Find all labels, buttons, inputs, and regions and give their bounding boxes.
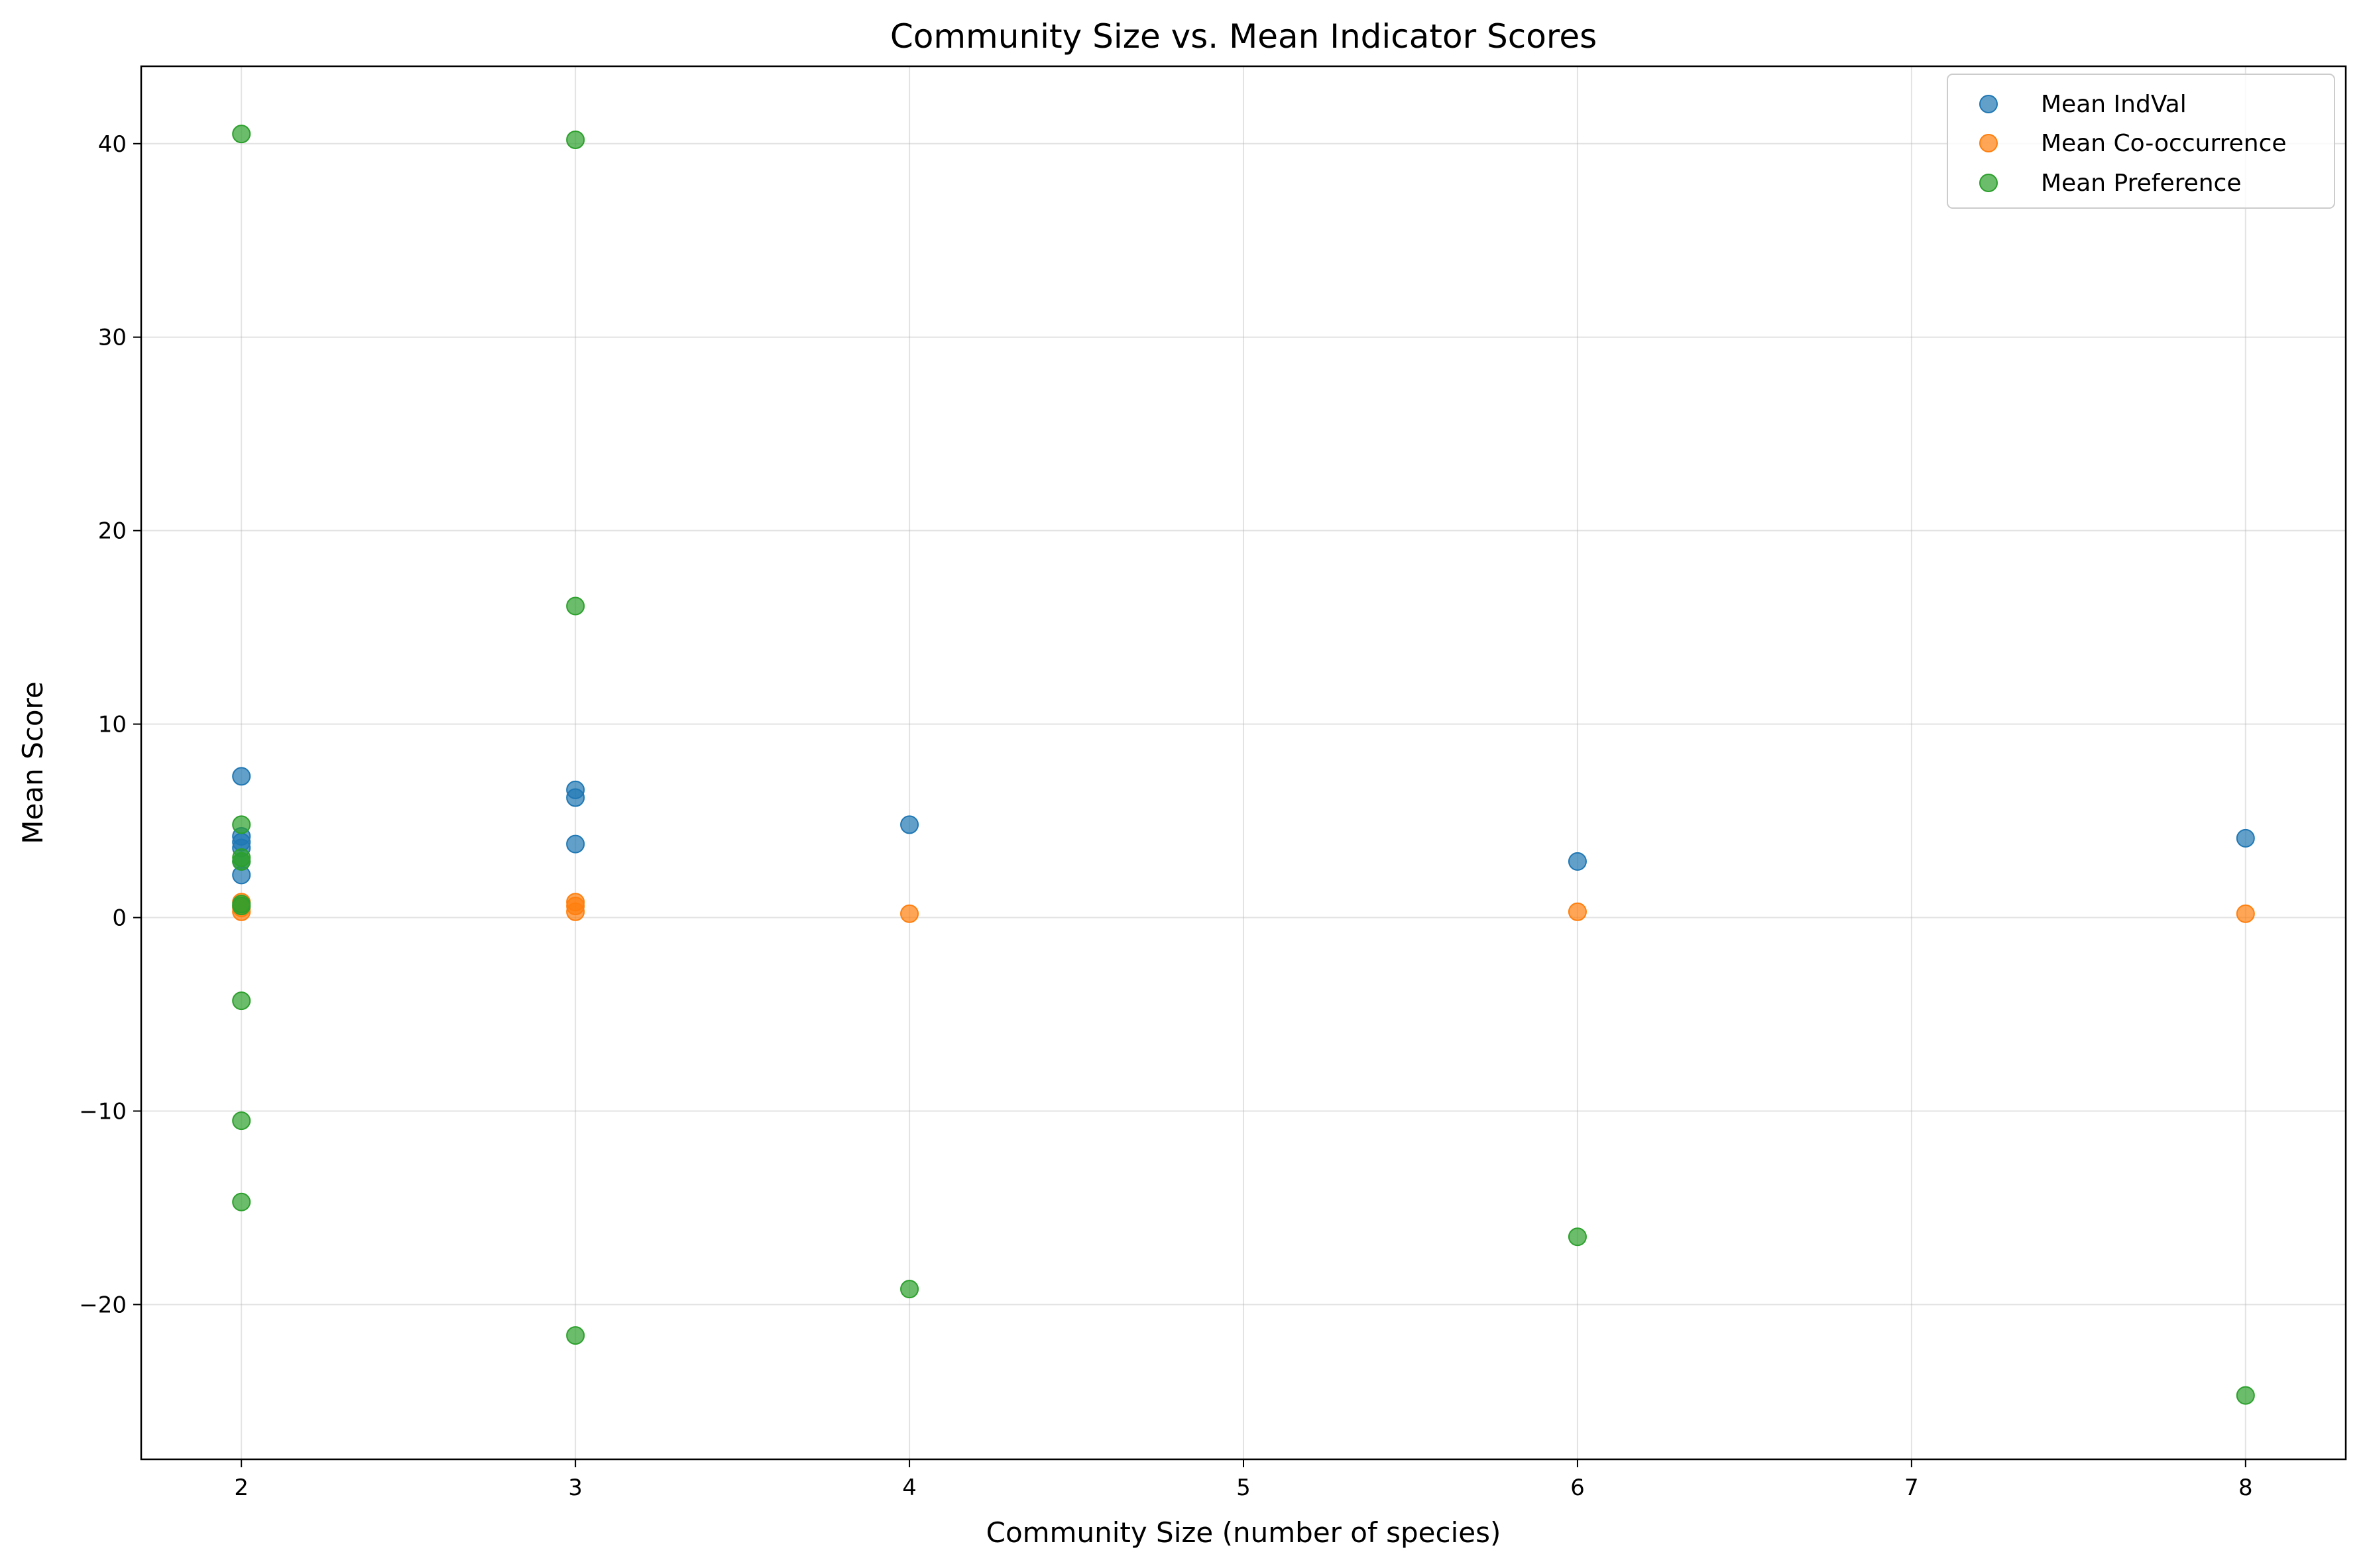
legend-label-indval: Mean IndVal — [2041, 91, 2187, 118]
data-point — [232, 991, 251, 1011]
x-tick-label: 6 — [1570, 1475, 1585, 1501]
x-tick-label: 8 — [2238, 1475, 2253, 1501]
data-point — [232, 1111, 251, 1131]
x-tick-label: 5 — [1236, 1475, 1251, 1501]
y-tick-label: −10 — [79, 1099, 127, 1125]
x-tick-label: 7 — [1904, 1475, 1919, 1501]
legend: Mean IndVal Mean Co-occurrence Mean Pref… — [1947, 74, 2335, 209]
y-tick-label: −20 — [79, 1292, 127, 1318]
axis-ticks: 2 3 4 5 6 7 8 −20 −10 0 10 20 30 40 — [79, 131, 2252, 1501]
legend-label-preference: Mean Preference — [2041, 170, 2242, 197]
y-axis-label: Mean Score — [17, 681, 49, 844]
data-point — [566, 1326, 585, 1345]
data-point — [2236, 904, 2255, 923]
data-point — [232, 897, 251, 916]
legend-marker-indval — [1979, 95, 1998, 113]
y-tick-label: 40 — [98, 131, 127, 158]
data-point — [232, 767, 251, 786]
data-point — [900, 904, 919, 923]
data-point — [2236, 828, 2255, 848]
x-axis-label: Community Size (number of species) — [986, 1516, 1501, 1549]
data-point — [566, 130, 585, 149]
series-mean-preference — [232, 125, 2255, 1405]
x-tick-label: 4 — [902, 1475, 917, 1501]
data-point — [232, 125, 251, 144]
x-tick-label: 3 — [568, 1475, 583, 1501]
chart-title: Community Size vs. Mean Indicator Scores — [890, 17, 1597, 56]
legend-label-cooccurrence: Mean Co-occurrence — [2041, 130, 2287, 157]
data-point — [900, 815, 919, 834]
data-point — [232, 815, 251, 834]
y-tick-label: 0 — [112, 905, 127, 932]
data-point — [1568, 902, 1587, 921]
legend-marker-preference — [1979, 174, 1998, 192]
data-point — [900, 1280, 919, 1299]
y-tick-label: 20 — [98, 518, 127, 545]
legend-marker-cooccurrence — [1979, 134, 1998, 152]
data-point — [2236, 1386, 2255, 1405]
data-point — [1568, 1227, 1587, 1247]
y-tick-label: 10 — [98, 712, 127, 738]
data-points — [232, 125, 2255, 1405]
data-point — [566, 902, 585, 921]
data-point — [566, 834, 585, 854]
data-point — [232, 1192, 251, 1211]
data-point — [1568, 852, 1587, 871]
y-tick-label: 30 — [98, 325, 127, 351]
legend-frame — [1947, 74, 2335, 209]
x-tick-label: 2 — [234, 1475, 249, 1501]
data-point — [232, 852, 251, 871]
data-point — [566, 788, 585, 807]
data-point — [566, 596, 585, 616]
